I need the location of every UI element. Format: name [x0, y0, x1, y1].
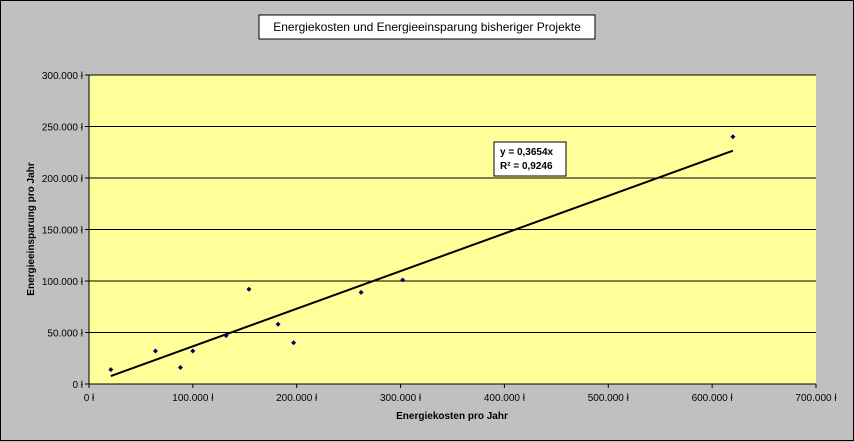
trendline [110, 149, 734, 378]
data-point [108, 367, 114, 373]
y-axis-ticks: 0 ł 50.000 ł 100.000 ł 150.000 ł 200.000 ł 25… [42, 71, 89, 391]
trendline-equation: y = 0,3654x [500, 147, 554, 158]
data-points [108, 134, 736, 373]
x-axis-label: Energiekosten pro Jahr [396, 411, 508, 422]
trendline-r-squared: R² = 0,9246 [500, 161, 553, 172]
data-point [152, 348, 158, 354]
x-tick-label: 300.000 ł [380, 393, 422, 404]
data-point [358, 289, 364, 295]
data-point [246, 286, 252, 292]
x-tick-label: 200.000 ł [276, 393, 318, 404]
x-tick-label: 400.000 ł [484, 393, 526, 404]
data-point [291, 340, 297, 346]
data-point [190, 348, 196, 354]
x-tick-label: 500.000 ł [588, 393, 630, 404]
chart-title-box: Energiekosten und Energieeinsparung bish… [258, 14, 596, 40]
trendline-label-box: y = 0,3654x R² = 0,9246 [493, 141, 567, 177]
x-tick-label: 100.000 ł [172, 393, 214, 404]
gridlines [89, 74, 816, 333]
y-tick-label: 50.000 ł [47, 329, 83, 340]
data-point [730, 134, 736, 140]
y-tick-label: 150.000 ł [42, 226, 84, 237]
chart-title: Energiekosten und Energieeinsparung bish… [273, 20, 581, 34]
data-point [400, 277, 406, 283]
x-tick-label: 700.000 ł [795, 393, 837, 404]
y-tick-label: 100.000 ł [42, 277, 84, 288]
data-point [177, 365, 183, 371]
y-tick-label: 300.000 ł [42, 71, 84, 82]
y-tick-label: 200.000 ł [42, 174, 84, 185]
trendline-layer [110, 149, 734, 378]
y-axis-label: Energieeinsparung pro Jahr [26, 162, 37, 295]
y-tick-label: 0 ł [72, 380, 83, 391]
data-point [223, 333, 229, 339]
data-point [275, 321, 281, 327]
y-tick-label: 250.000 ł [42, 123, 84, 134]
x-tick-label: 600.000 ł [692, 393, 734, 404]
x-axis-ticks: 0 ł 100.000 ł 200.000 ł 300.000 ł 400.000 ł 5… [84, 384, 837, 404]
x-tick-label: 0 ł [84, 393, 95, 404]
